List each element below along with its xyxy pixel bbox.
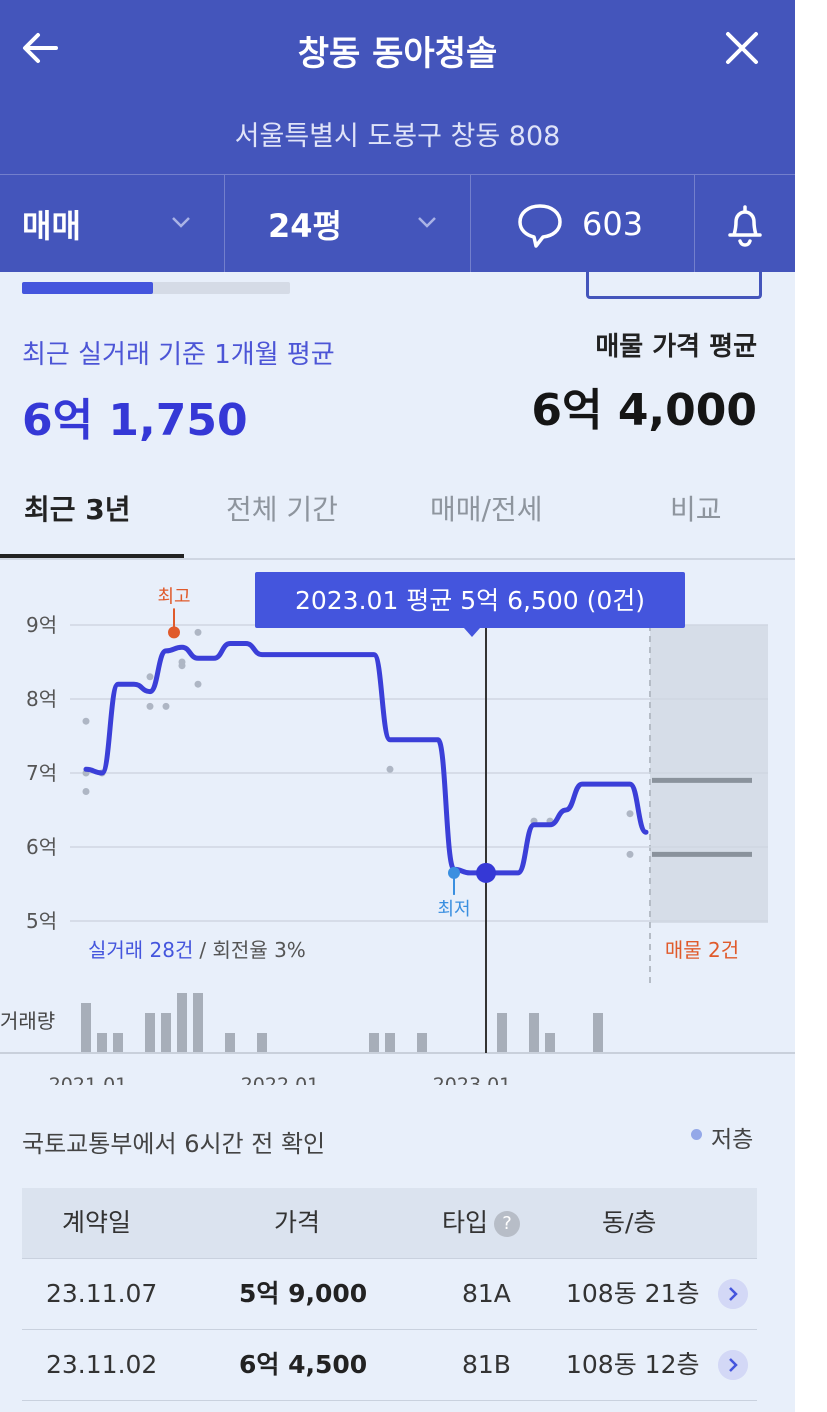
row-dong-floor: 108동 21층 bbox=[566, 1279, 700, 1308]
volume-bar bbox=[257, 1033, 267, 1053]
trade-dot bbox=[194, 628, 202, 636]
y-tick-label: 9억 bbox=[26, 613, 57, 637]
tab-recent-3-years[interactable]: 최근 3년 bbox=[24, 493, 131, 526]
row-type: 81B bbox=[462, 1350, 511, 1379]
chevron-right-icon[interactable] bbox=[718, 1279, 748, 1309]
volume-bar bbox=[97, 1033, 107, 1053]
trade-dot bbox=[194, 680, 202, 688]
listing-average-label: 매물 가격 평균 bbox=[595, 332, 757, 362]
max-marker bbox=[168, 626, 180, 639]
header-contract-date: 계약일 bbox=[62, 1208, 132, 1237]
tooltip-text: 2023.01 평균 5억 6,500 (0건) bbox=[295, 586, 645, 615]
tooltip-pointer bbox=[464, 628, 480, 637]
comments-button[interactable]: 603 bbox=[516, 175, 686, 273]
volume-bar bbox=[545, 1033, 555, 1053]
deal-type-label: 매매 bbox=[22, 207, 81, 245]
deal-type-select[interactable]: 매매 bbox=[22, 175, 222, 273]
volume-label: 거래량 bbox=[0, 1009, 55, 1033]
volume-bar bbox=[193, 993, 203, 1053]
volume-bar bbox=[369, 1033, 379, 1053]
transactions-table: 계약일 가격 타입? 동/층 23.11.07 5억 9,000 81A 108… bbox=[22, 1188, 757, 1401]
volume-bar bbox=[177, 993, 187, 1053]
recent-trade-label: 최근 실거래 기준 1개월 평균 bbox=[22, 340, 335, 370]
trade-dot bbox=[82, 717, 90, 725]
tab-full-period[interactable]: 전체 기간 bbox=[226, 493, 338, 526]
address-text: 서울특별시 도봉구 창동 808 bbox=[234, 121, 561, 152]
recent-trade-price: 6억 1,750 bbox=[22, 395, 248, 446]
tooltip-box bbox=[255, 572, 685, 628]
tab-sale-jeonse[interactable]: 매매/전세 bbox=[430, 493, 543, 526]
trade-dot bbox=[146, 702, 154, 710]
scroll-progress-fill bbox=[22, 282, 154, 294]
volume-bar bbox=[81, 1003, 91, 1053]
volume-bar bbox=[113, 1033, 123, 1053]
trade-dot bbox=[386, 765, 394, 773]
trade-dot bbox=[178, 662, 186, 670]
legend-low-floor-dot bbox=[691, 1129, 702, 1140]
row-type: 81A bbox=[462, 1279, 511, 1308]
x-tick-label: 2021.01 bbox=[49, 1074, 128, 1085]
tab-compare[interactable]: 비교 bbox=[670, 493, 722, 526]
trade-dot bbox=[162, 702, 170, 710]
trades-count-label: 실거래 28건 / 회전율 3% bbox=[88, 938, 306, 962]
header-price: 가격 bbox=[274, 1208, 321, 1237]
y-tick-label: 5억 bbox=[26, 909, 57, 933]
listing-count-label: 매물 2건 bbox=[665, 938, 739, 962]
table-header: 계약일 가격 타입? 동/층 bbox=[22, 1188, 757, 1259]
volume-bar bbox=[417, 1033, 427, 1053]
trade-dot bbox=[82, 788, 90, 795]
app-screen: 창동 동아청솔 서울특별시 도봉구 창동 808 매매 24평 bbox=[0, 0, 795, 1412]
chevron-right-icon[interactable] bbox=[718, 1350, 748, 1380]
update-source-text: 국토교통부에서 6시간 전 확인 bbox=[22, 1130, 326, 1158]
legend-low-floor-label: 저층 bbox=[711, 1127, 754, 1153]
row-date: 23.11.02 bbox=[46, 1350, 158, 1379]
header-type: 타입? bbox=[442, 1188, 521, 1258]
trade-dot bbox=[626, 850, 634, 858]
trade-dot bbox=[626, 810, 634, 818]
x-tick-label: 2023.01 bbox=[433, 1074, 512, 1085]
chevron-down-icon bbox=[418, 217, 436, 228]
volume-bar bbox=[385, 1033, 395, 1053]
y-tick-label: 8억 bbox=[26, 687, 57, 711]
partial-button[interactable] bbox=[586, 272, 762, 299]
volume-bar bbox=[497, 1013, 507, 1053]
listing-zone bbox=[650, 625, 768, 923]
row-date: 23.11.07 bbox=[46, 1279, 158, 1308]
row-dong-floor: 108동 12층 bbox=[566, 1350, 700, 1379]
y-tick-label: 7억 bbox=[26, 761, 57, 785]
header-dong-floor: 동/층 bbox=[602, 1208, 657, 1237]
size-label: 24평 bbox=[268, 207, 342, 245]
volume-bar bbox=[593, 1013, 603, 1053]
volume-bar bbox=[225, 1033, 235, 1053]
table-row[interactable]: 23.11.02 6억 4,500 81B 108동 12층 bbox=[22, 1330, 757, 1401]
header: 창동 동아청솔 서울특별시 도봉구 창동 808 매매 24평 bbox=[0, 0, 795, 273]
x-tick-label: 2022.01 bbox=[241, 1074, 320, 1085]
y-tick-label: 6억 bbox=[26, 835, 57, 859]
page-title: 창동 동아청솔 bbox=[297, 34, 498, 74]
active-tab-indicator bbox=[0, 554, 184, 558]
table-row[interactable]: 23.11.07 5억 9,000 81A 108동 21층 bbox=[22, 1259, 757, 1330]
row-price: 5억 9,000 bbox=[239, 1279, 368, 1308]
min-label: 최저 bbox=[437, 899, 470, 920]
volume-bar bbox=[529, 1013, 539, 1053]
speech-bubble-icon bbox=[518, 204, 562, 248]
chevron-down-icon bbox=[172, 217, 190, 228]
volume-bar bbox=[145, 1013, 155, 1053]
volume-bar bbox=[161, 1013, 171, 1053]
price-line bbox=[83, 641, 649, 876]
back-arrow-icon[interactable] bbox=[18, 26, 62, 70]
bell-icon[interactable] bbox=[722, 203, 768, 249]
selected-point bbox=[476, 862, 496, 883]
close-icon[interactable] bbox=[720, 26, 764, 70]
trade-dot bbox=[146, 673, 154, 681]
help-icon[interactable]: ? bbox=[494, 1211, 521, 1237]
listing-average-price: 6억 4,000 bbox=[531, 385, 757, 436]
period-tabs: 최근 3년 전체 기간 매매/전세 비교 bbox=[0, 470, 795, 560]
max-label: 최고 bbox=[157, 586, 190, 607]
comment-count: 603 bbox=[582, 205, 644, 243]
filter-bar: 매매 24평 603 bbox=[0, 174, 795, 273]
row-price: 6억 4,500 bbox=[239, 1350, 368, 1379]
size-select[interactable]: 24평 bbox=[268, 175, 468, 273]
